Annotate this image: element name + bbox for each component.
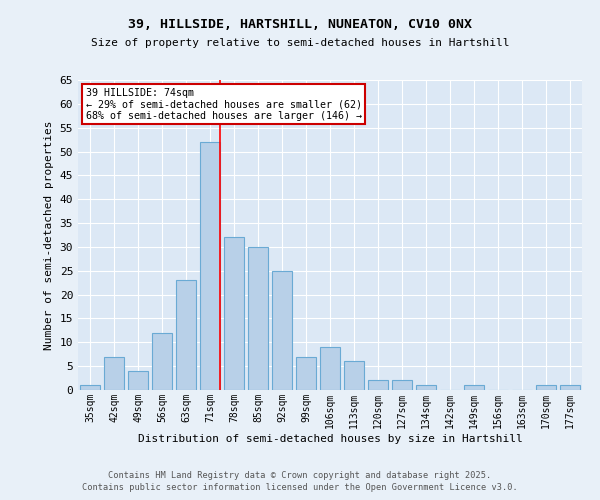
Text: 39, HILLSIDE, HARTSHILL, NUNEATON, CV10 0NX: 39, HILLSIDE, HARTSHILL, NUNEATON, CV10 … bbox=[128, 18, 472, 30]
Text: Contains HM Land Registry data © Crown copyright and database right 2025.
Contai: Contains HM Land Registry data © Crown c… bbox=[82, 471, 518, 492]
Bar bbox=[272, 271, 292, 390]
Bar bbox=[104, 356, 124, 390]
Y-axis label: Number of semi-detached properties: Number of semi-detached properties bbox=[44, 120, 54, 350]
Bar bbox=[464, 385, 484, 390]
X-axis label: Distribution of semi-detached houses by size in Hartshill: Distribution of semi-detached houses by … bbox=[137, 434, 523, 444]
Text: Size of property relative to semi-detached houses in Hartshill: Size of property relative to semi-detach… bbox=[91, 38, 509, 48]
Bar bbox=[80, 385, 100, 390]
Bar bbox=[248, 247, 268, 390]
Text: 39 HILLSIDE: 74sqm
← 29% of semi-detached houses are smaller (62)
68% of semi-de: 39 HILLSIDE: 74sqm ← 29% of semi-detache… bbox=[86, 88, 362, 121]
Bar bbox=[128, 371, 148, 390]
Bar bbox=[200, 142, 220, 390]
Bar bbox=[176, 280, 196, 390]
Bar bbox=[296, 356, 316, 390]
Bar bbox=[152, 333, 172, 390]
Bar bbox=[392, 380, 412, 390]
Bar bbox=[320, 347, 340, 390]
Bar bbox=[368, 380, 388, 390]
Bar bbox=[344, 362, 364, 390]
Bar bbox=[560, 385, 580, 390]
Bar bbox=[224, 238, 244, 390]
Bar bbox=[536, 385, 556, 390]
Bar bbox=[416, 385, 436, 390]
